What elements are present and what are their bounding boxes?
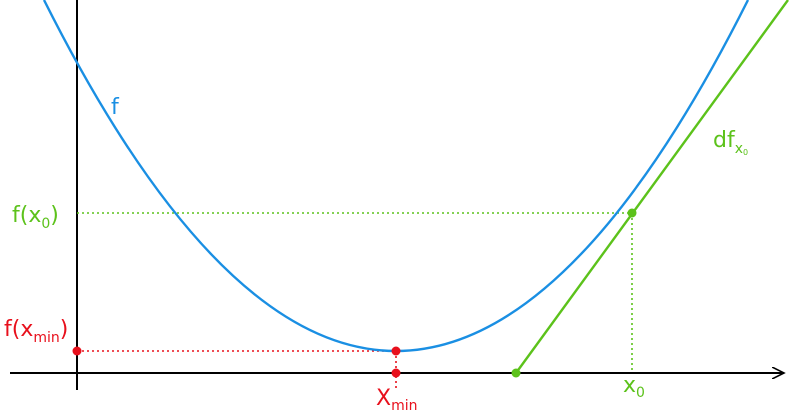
curve-label: f bbox=[111, 95, 120, 120]
tangent-label: dfx0 bbox=[713, 128, 748, 157]
tangent-line bbox=[515, 0, 789, 374]
tangent-x-intercept-point bbox=[511, 368, 521, 378]
point-x0-on-curve bbox=[627, 208, 637, 218]
curve-f bbox=[42, 0, 750, 353]
x0-label: x0 bbox=[623, 373, 645, 401]
point-xmin-on-axis bbox=[391, 368, 401, 378]
point-fxmin-on-axis bbox=[72, 346, 82, 356]
fx0-label: f(x0) bbox=[12, 203, 59, 232]
fxmin-label: f(xmin) bbox=[4, 317, 68, 346]
xmin-label: Xmin bbox=[376, 386, 417, 414]
point-minimum bbox=[391, 346, 401, 356]
